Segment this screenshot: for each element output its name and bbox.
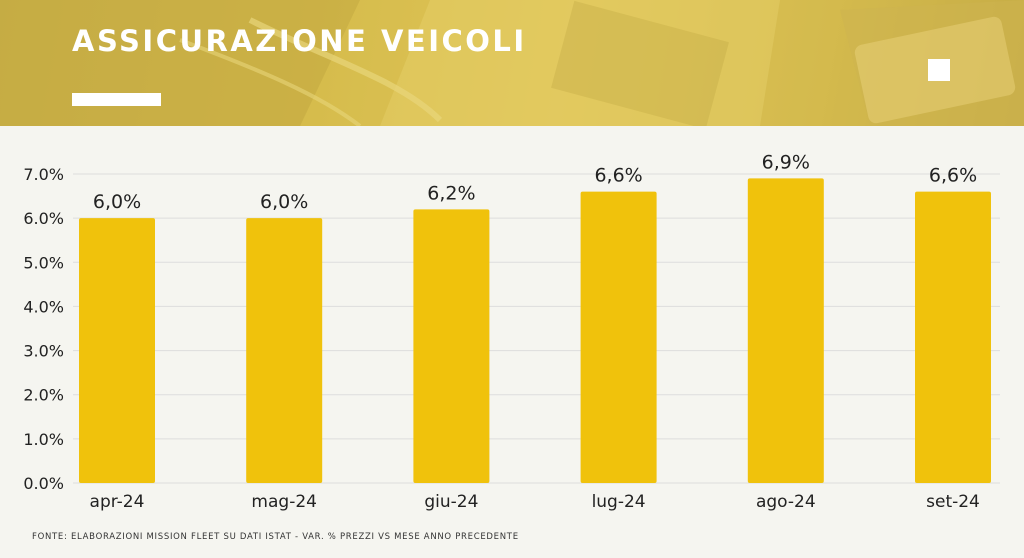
chart-grid <box>73 173 1000 484</box>
bar <box>413 209 490 484</box>
bar <box>246 218 323 483</box>
title-underline <box>72 93 161 106</box>
y-tick-label: 7.0% <box>23 165 64 184</box>
decorative-square <box>928 59 950 81</box>
data-label: 6,2% <box>427 182 475 204</box>
page-title: ASSICURAZIONE VEICOLI <box>72 24 527 58</box>
y-tick-label: 6.0% <box>23 209 64 228</box>
bar <box>915 191 991 483</box>
y-tick-label: 2.0% <box>23 386 64 405</box>
x-tick-label: ago-24 <box>756 492 816 512</box>
x-tick-label: apr-24 <box>90 492 145 512</box>
bar <box>747 178 824 483</box>
x-tick-label: giu-24 <box>424 492 478 512</box>
data-label: 6,0% <box>260 191 308 213</box>
chart-bars <box>79 178 991 484</box>
bar-chart: 0.0%1.0%2.0%3.0%4.0%5.0%6.0%7.0% 6,0% 6,0… <box>23 151 1000 512</box>
x-tick-label: mag-24 <box>251 492 317 512</box>
data-label: 6,9% <box>762 151 810 173</box>
y-tick-label: 3.0% <box>23 342 64 361</box>
data-label: 6,0% <box>93 191 141 213</box>
y-axis-tick-labels: 0.0% 1.0% 2.0% 3.0% 4.0% 5.0% 6.0% 7.0% <box>23 165 64 493</box>
data-label: 6,6% <box>929 165 977 187</box>
x-tick-label: set-24 <box>926 492 980 512</box>
bar <box>580 191 657 483</box>
data-label: 6,6% <box>594 165 642 187</box>
x-tick-label: lug-24 <box>592 492 646 512</box>
source-note: FONTE: ELABORAZIONI MISSION FLEET SU DAT… <box>32 532 519 542</box>
background-photo <box>0 0 1024 126</box>
y-tick-label: 0.0% <box>23 474 64 493</box>
bar <box>79 218 155 483</box>
y-tick-label: 5.0% <box>23 253 64 272</box>
chart-data-labels: 6,0% 6,0% 6,2% 6,6% 6,9% 6,6% <box>93 151 977 213</box>
header-banner: ASSICURAZIONE VEICOLI <box>0 0 1024 126</box>
y-tick-label: 4.0% <box>23 297 64 316</box>
y-tick-label: 1.0% <box>23 430 64 449</box>
x-axis-tick-labels: apr-24 mag-24 giu-24 lug-24 ago-24 set-24 <box>90 492 980 512</box>
